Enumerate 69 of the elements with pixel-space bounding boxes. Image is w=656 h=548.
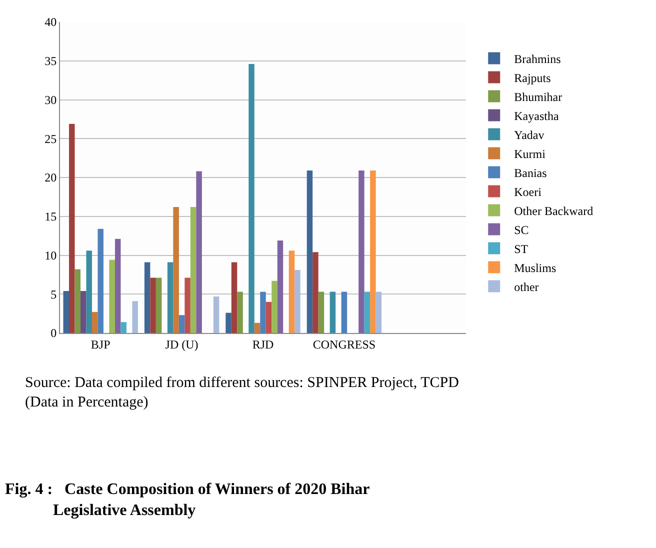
bar [226,312,232,333]
bar [114,238,121,333]
bar [277,240,284,333]
bar [306,170,313,333]
y-tick-label: 15 [44,210,57,224]
legend-label: Rajputs [514,70,552,85]
bar [260,292,266,333]
bar [364,292,370,333]
legend-label: ST [514,242,529,256]
bar [92,312,98,333]
bar [80,291,86,333]
x-tick-label: RJD [252,337,274,352]
bar [86,250,92,333]
bar [120,322,126,333]
bar [237,292,243,333]
bar [144,262,150,333]
y-tick-label: 10 [44,248,57,262]
y-tick-label: 30 [44,92,57,107]
bar [272,280,278,333]
bar [196,171,202,333]
bar [167,262,174,333]
legend-label: Banias [514,166,548,180]
legend-label: Other Backward [514,204,594,218]
y-tick-label: 25 [44,132,57,146]
bar [173,207,179,333]
bar [318,292,324,333]
bar [294,270,300,333]
bar [132,301,138,333]
y-tick-label: 40 [44,15,57,30]
x-tick-label: JD (U) [165,337,198,352]
source-note: Source: Data compiled from different sources: SPINPER Project, TCPD (Data in Percentage) [25,375,460,410]
y-tick-label: 0 [50,326,57,340]
bar [213,296,220,333]
bar [330,292,336,333]
bar [341,292,348,333]
y-tick-label: 20 [44,170,57,185]
x-tick-label: CONGRESS [312,337,376,352]
legend-label: Brahmins [514,52,562,66]
legend-label: Kurmi [514,146,546,161]
bar [231,262,238,333]
legend-label: Bhumihar [514,90,562,104]
legend-label: Kayastha [514,108,560,123]
legend-label: SC [514,222,529,237]
legend-label: other [514,280,539,294]
bar [376,292,382,333]
bar [184,278,190,333]
bar [288,250,295,333]
y-tick-label: 35 [44,54,57,68]
bar [254,322,260,333]
text: Fig. 4 : Caste Composition of Winners of 2020 Bihar Legislative Assembly [5,481,370,519]
bar [312,252,318,333]
x-tick-label: BJP [90,337,111,352]
legend-label: Koeri [514,184,542,199]
bar [74,269,80,333]
bar [68,124,75,333]
bar [178,315,185,333]
bar [358,170,364,333]
legend-label: Yadav [514,128,544,142]
bar [150,278,156,333]
bar [266,302,272,333]
bar [156,278,162,333]
bar [63,291,69,333]
bar [248,64,254,333]
legend-label: Muslims [514,260,556,275]
bar [190,207,196,333]
bar [109,260,115,333]
y-tick-label: 5 [50,287,57,302]
bar [370,170,376,333]
bar [98,228,104,333]
